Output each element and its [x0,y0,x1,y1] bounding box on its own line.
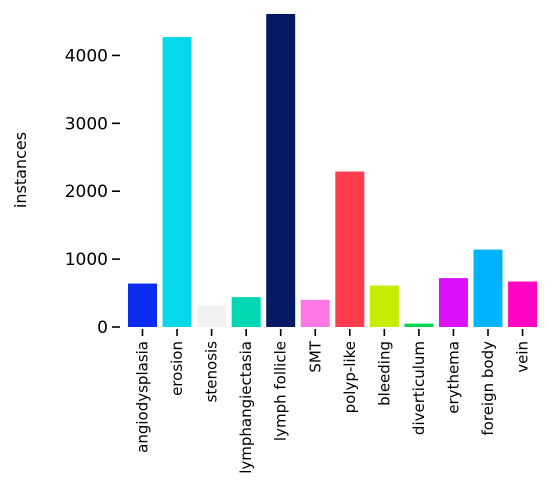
x-tick-label: erythema [444,341,462,414]
bar-lymph-follicle [266,14,296,327]
bar-erythema [438,278,468,327]
bar-bleeding [369,285,399,327]
y-axis-label: instances [11,132,30,208]
y-axis: 0 1000 2000 3000 4000 [65,46,120,338]
x-axis-labels: angiodysplasia erosion stenosis lymphangiec… [134,329,532,474]
bar-lymphangiectasia [231,297,261,327]
bar-erosion [162,37,192,328]
bar-diverticulum [404,323,434,327]
x-tick-label: angiodysplasia [134,341,152,453]
x-tick-label: stenosis [203,341,221,403]
bar-vein [508,281,538,327]
y-tick-label: 1000 [65,250,108,270]
x-tick-label: polyp-like [341,341,359,413]
bar-stenosis [197,305,227,327]
x-tick-label: foreign body [479,341,497,436]
y-tick-label: 2000 [65,182,108,202]
x-tick-label: SMT [306,340,324,372]
bar-foreign-body [473,249,503,327]
x-tick-label: bleeding [375,341,393,406]
x-tick-label: erosion [168,341,186,396]
x-tick-label: lymphangiectasia [237,341,255,474]
bar-polyp-like [335,171,365,327]
x-tick-label: diverticulum [410,341,428,435]
x-tick-label: vein [514,341,532,373]
bar-smt [300,299,330,327]
y-tick-label: 3000 [65,114,108,134]
y-tick-label: 4000 [65,46,108,66]
x-tick-label: lymph follicle [272,341,290,441]
bars [128,14,538,328]
bar-angiodysplasia [128,283,157,327]
y-tick-label: 0 [97,318,108,338]
